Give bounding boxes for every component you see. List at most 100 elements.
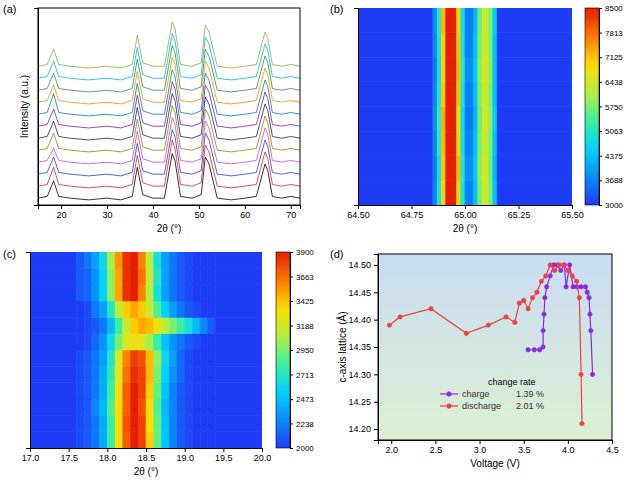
tick-label: 30 — [102, 210, 112, 220]
cell — [493, 107, 497, 132]
cell — [185, 415, 193, 431]
cell — [216, 301, 262, 317]
cell — [437, 33, 441, 58]
cell — [84, 268, 92, 284]
cell — [497, 107, 572, 132]
tick-mark — [599, 205, 602, 206]
point — [585, 290, 589, 294]
tick: 6438 — [599, 78, 623, 87]
cell — [433, 57, 437, 82]
cell — [154, 317, 162, 333]
tick-label: 7813 — [605, 29, 623, 38]
cell — [123, 301, 131, 317]
cell — [131, 366, 139, 382]
point — [587, 296, 591, 300]
cell — [92, 366, 100, 382]
tick: 7125 — [599, 53, 623, 62]
point — [590, 372, 594, 376]
cell — [169, 383, 177, 399]
cell — [465, 33, 474, 58]
cell — [131, 285, 139, 301]
cell — [208, 285, 216, 301]
tick-label: 3.5 — [518, 445, 531, 455]
tick-label: 5063 — [605, 127, 623, 136]
cell — [115, 350, 123, 366]
cell — [30, 350, 76, 366]
tick: 70 — [286, 205, 296, 220]
cell — [138, 432, 146, 448]
tick-mark — [519, 205, 520, 209]
tick-mark — [435, 440, 436, 444]
cell — [192, 383, 200, 399]
cell — [200, 301, 208, 317]
cell — [358, 156, 433, 181]
cell — [107, 317, 115, 333]
cell — [154, 366, 162, 382]
tick: 2000 — [290, 444, 314, 453]
plot-background — [378, 254, 612, 440]
tick: 3688 — [599, 176, 623, 185]
cell — [200, 350, 208, 366]
cell — [185, 383, 193, 399]
cell — [478, 57, 482, 82]
cell — [216, 285, 262, 301]
tick-label: 14.50 — [348, 260, 371, 270]
cell — [216, 432, 262, 448]
cell — [76, 399, 84, 415]
cell — [76, 285, 84, 301]
tick: 2473 — [290, 395, 314, 404]
cell — [146, 268, 154, 284]
point — [570, 274, 574, 278]
colorbar — [276, 252, 290, 448]
cell — [208, 415, 216, 431]
point — [464, 331, 468, 335]
cell — [358, 57, 433, 82]
tick-mark — [599, 33, 602, 34]
axis-line — [374, 255, 379, 441]
cell — [185, 350, 193, 366]
cell — [146, 432, 154, 448]
point — [579, 372, 583, 376]
cell — [177, 285, 185, 301]
cell — [84, 301, 92, 317]
cell — [30, 399, 76, 415]
tick-mark — [290, 399, 293, 400]
tick-label: 17.0 — [22, 453, 40, 463]
cell — [358, 82, 433, 107]
cell — [123, 366, 131, 382]
cell — [456, 156, 460, 181]
cell — [185, 317, 193, 333]
tick-mark — [374, 347, 378, 348]
cell — [76, 268, 84, 284]
cell — [465, 57, 474, 82]
cell — [84, 366, 92, 382]
cell — [115, 415, 123, 431]
tick-mark — [568, 440, 569, 444]
cell — [161, 301, 169, 317]
point — [542, 312, 546, 316]
cell — [177, 432, 185, 448]
tick: 14.25 — [348, 397, 378, 407]
cell — [200, 383, 208, 399]
cell — [185, 432, 193, 448]
tick-label: 70 — [286, 210, 296, 220]
cell — [123, 252, 131, 268]
cell — [446, 57, 457, 82]
cell — [107, 334, 115, 350]
cell — [437, 180, 441, 205]
cell — [192, 301, 200, 317]
cell — [100, 399, 108, 415]
line — [38, 22, 300, 68]
cell — [161, 252, 169, 268]
cell — [192, 399, 200, 415]
cell — [208, 366, 216, 382]
legend-marker — [447, 404, 452, 409]
cell — [478, 107, 482, 132]
tick-mark — [374, 429, 378, 430]
tick-label: 65.25 — [508, 210, 531, 220]
point — [564, 285, 568, 289]
panel-label: (c) — [3, 248, 16, 260]
cell — [456, 180, 460, 205]
axis — [26, 253, 31, 449]
tick-mark — [599, 82, 602, 83]
